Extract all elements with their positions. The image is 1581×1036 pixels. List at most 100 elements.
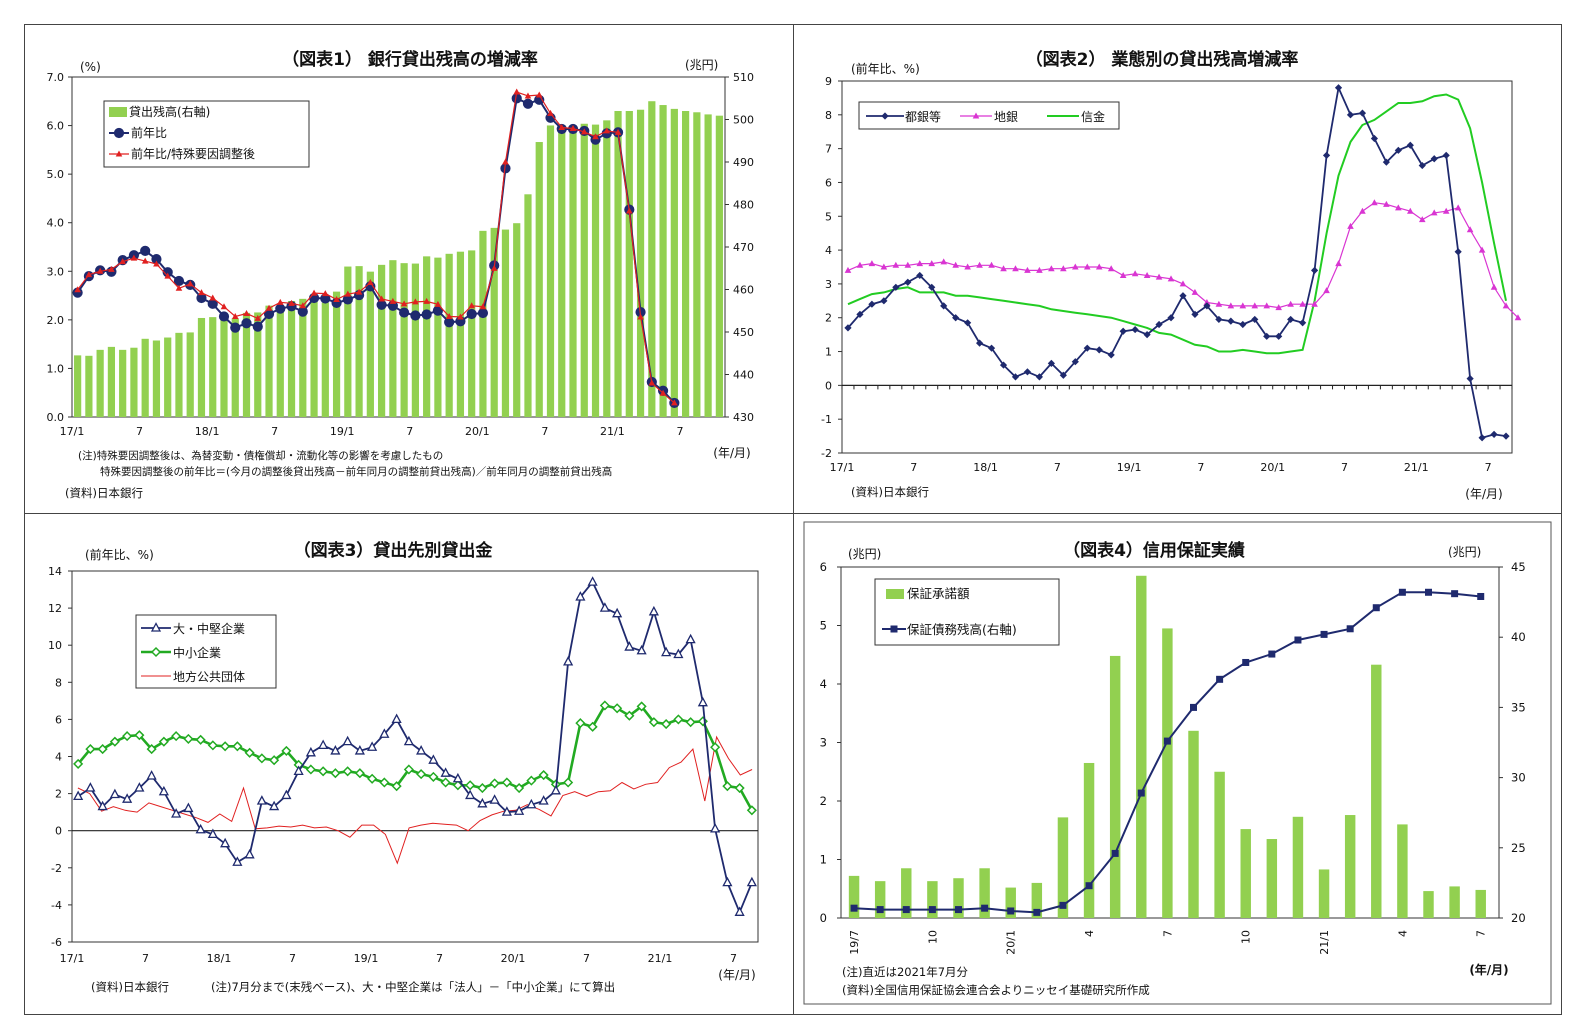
chart-1-ytick-right-label: 470 (733, 241, 754, 254)
chart-1-point-特殊要因調整後 (141, 257, 149, 264)
chart-1-bar (513, 223, 521, 417)
chart-2-point-地銀 (1359, 207, 1366, 214)
chart-4-point-保証債務残高 (1190, 703, 1197, 711)
chart-1-bar (321, 302, 329, 417)
chart-2-point-地銀 (1191, 288, 1199, 295)
chart-1-point-特殊要因調整後 (355, 288, 363, 295)
chart-3-point-中小企業 (134, 730, 145, 741)
chart-1-ylabel-left: (%) (80, 60, 101, 74)
chart-2-ytick-label: 1 (825, 346, 832, 359)
chart-2-point-都銀等 (1287, 315, 1295, 324)
chart-2-point-都銀等 (1358, 109, 1367, 117)
chart-2-point-地銀 (904, 261, 912, 268)
chart-1-bar (299, 298, 307, 417)
chart-1-xtick-label: 7 (271, 425, 278, 438)
chart-3-point-大中堅企業 (354, 745, 365, 755)
chart-1-legend-label: 貸出残高(右軸) (129, 104, 210, 119)
chart-1-bar (287, 300, 296, 417)
chart-1-point-特殊要因調整後 (671, 399, 678, 406)
chart-2-point-都銀等 (1107, 351, 1115, 359)
chart-4-bar (927, 881, 938, 918)
chart-1-bar (400, 263, 408, 417)
chart-3-xtick-label: 7 (583, 952, 590, 965)
chart-2-series-line-信金 (847, 93, 1507, 355)
chart-4-inner-frame (803, 521, 1552, 1005)
chart-1-bar (175, 332, 183, 417)
chart-3-point-中小企業 (195, 734, 206, 745)
chart-1-bar (591, 124, 600, 417)
chart-4-ytick-right-label: 40 (1511, 630, 1526, 644)
chart-4-bar (1266, 839, 1278, 918)
chart-2-point-地銀 (1227, 302, 1235, 309)
chart-2-point-都銀等 (1035, 373, 1044, 381)
chart-3-point-大中堅企業 (379, 728, 390, 738)
chart-1-bar (524, 194, 532, 417)
chart-1-ytick-left-label: 1.0 (47, 362, 65, 375)
chart-3-point-中小企業 (367, 773, 378, 784)
chart-2-point-地銀 (1143, 271, 1151, 278)
chart-2-legend-label: 都銀等 (905, 110, 941, 124)
chart-2-legend-marker (972, 112, 980, 119)
chart-3-ytick-label: 6 (55, 713, 62, 726)
chart-2-point-地銀 (1131, 270, 1139, 277)
chart-1-point-特殊要因調整後 (231, 312, 239, 319)
chart-4-ytick-right-label: 45 (1511, 560, 1526, 574)
chart-2-point-地銀 (880, 263, 888, 270)
chart-1-bar (107, 346, 116, 417)
chart-1-bar (355, 266, 363, 417)
chart-1-bar (681, 111, 690, 417)
chart-3-point-中小企業 (85, 744, 96, 755)
chart-1-bar (659, 105, 667, 418)
chart-3-point-中小企業 (599, 700, 610, 711)
chart-3-point-中小企業 (612, 703, 623, 714)
chart-3-point-大中堅企業 (501, 806, 512, 816)
chart-2-point-都銀等 (1454, 248, 1462, 256)
chart-1-bar (535, 142, 543, 417)
chart-3-point-大中堅企業 (563, 656, 574, 666)
chart-4-point-保証債務残高 (1268, 650, 1276, 658)
chart-3-ytick-label: 4 (55, 751, 62, 764)
chart-3-point-大中堅企業 (122, 793, 133, 803)
chart-2-point-都銀等 (1167, 314, 1175, 322)
chart-3-point-中小企業 (183, 733, 194, 744)
chart-1-note: 特殊要因調整後の前年比＝(今月の調整後貸出残高－前年同月の調整前貸出残高)／前年… (100, 465, 612, 478)
chart-2-point-都銀等 (1179, 292, 1187, 300)
chart-1-xtick-label: 7 (406, 425, 413, 438)
chart-4-point-保証債務残高 (1372, 604, 1380, 612)
chart-2-point-地銀 (1323, 287, 1330, 294)
chart-2-point-地銀 (940, 258, 947, 265)
chart-2-point-都銀等 (964, 319, 972, 327)
chart-2-point-地銀 (1371, 199, 1378, 206)
chart-3-point-大中堅企業 (575, 591, 586, 601)
chart-4-bar (1423, 891, 1434, 918)
chart-3-point-大中堅企業 (146, 770, 157, 780)
chart-1-point-前年比 (399, 307, 410, 318)
chart-4-title: （図表4）信用保証実績 (1063, 540, 1245, 561)
chart-2-point-地銀 (952, 261, 959, 268)
chart-1-ytick-right-label: 460 (733, 284, 754, 297)
chart-2-point-地銀 (988, 261, 995, 268)
chart-4-bar (901, 868, 912, 918)
chart-2-point-地銀 (892, 261, 900, 268)
chart-2-point-都銀等 (1227, 317, 1235, 325)
chart-3-point-大中堅企業 (661, 646, 672, 657)
chart-3-point-中小企業 (661, 718, 672, 730)
chart-3-point-中小企業 (636, 701, 647, 712)
chart-4-xtick-label: 19/7 (848, 930, 861, 955)
chart-3-xtick-label: 19/1 (354, 952, 379, 965)
chart-4-ytick-left-label: 3 (820, 736, 827, 750)
chart-3-point-大中堅企業 (232, 856, 243, 866)
chart-2-point-地銀 (1251, 302, 1259, 309)
chart-2-xtick-label: 7 (1341, 461, 1348, 474)
chart-1-xtick-label: 7 (541, 425, 548, 438)
chart-1-bar (614, 111, 622, 417)
chart-1-bar (704, 114, 712, 418)
chart-1-point-特殊要因調整後 (445, 312, 453, 319)
chart-2-point-地銀 (1299, 300, 1306, 307)
chart-4-point-保証債務残高 (1451, 590, 1459, 598)
chart-4-xtick-label: 4 (1396, 930, 1409, 937)
chart-1-point-特殊要因調整後 (74, 286, 81, 293)
chart-2-point-都銀等 (1418, 161, 1426, 170)
chart-2-xtick-label: 7 (1054, 461, 1061, 474)
chart-2-point-都銀等 (1346, 111, 1355, 119)
